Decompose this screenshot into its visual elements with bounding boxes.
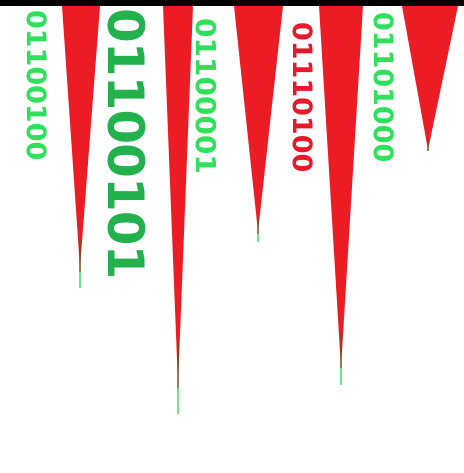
spike-3-body [234, 6, 283, 232]
spike-5 [402, 6, 458, 151]
binary-label-4: 01110100 [286, 22, 317, 173]
spike-1 [62, 6, 100, 288]
spike-2-body [163, 6, 193, 385]
spike-5-body [402, 6, 458, 150]
spike-3 [234, 6, 283, 242]
top-bar [0, 0, 464, 6]
spike-2 [163, 6, 193, 414]
binary-label-5: 01101000 [367, 12, 398, 163]
binary-label-1: 01100100 [20, 10, 51, 161]
binary-label-2: 01100101 [96, 8, 154, 279]
spike-4-body [319, 6, 363, 368]
spike-1-body [62, 6, 100, 268]
spike-4 [319, 6, 363, 385]
binary-label-3: 01100001 [189, 18, 222, 174]
